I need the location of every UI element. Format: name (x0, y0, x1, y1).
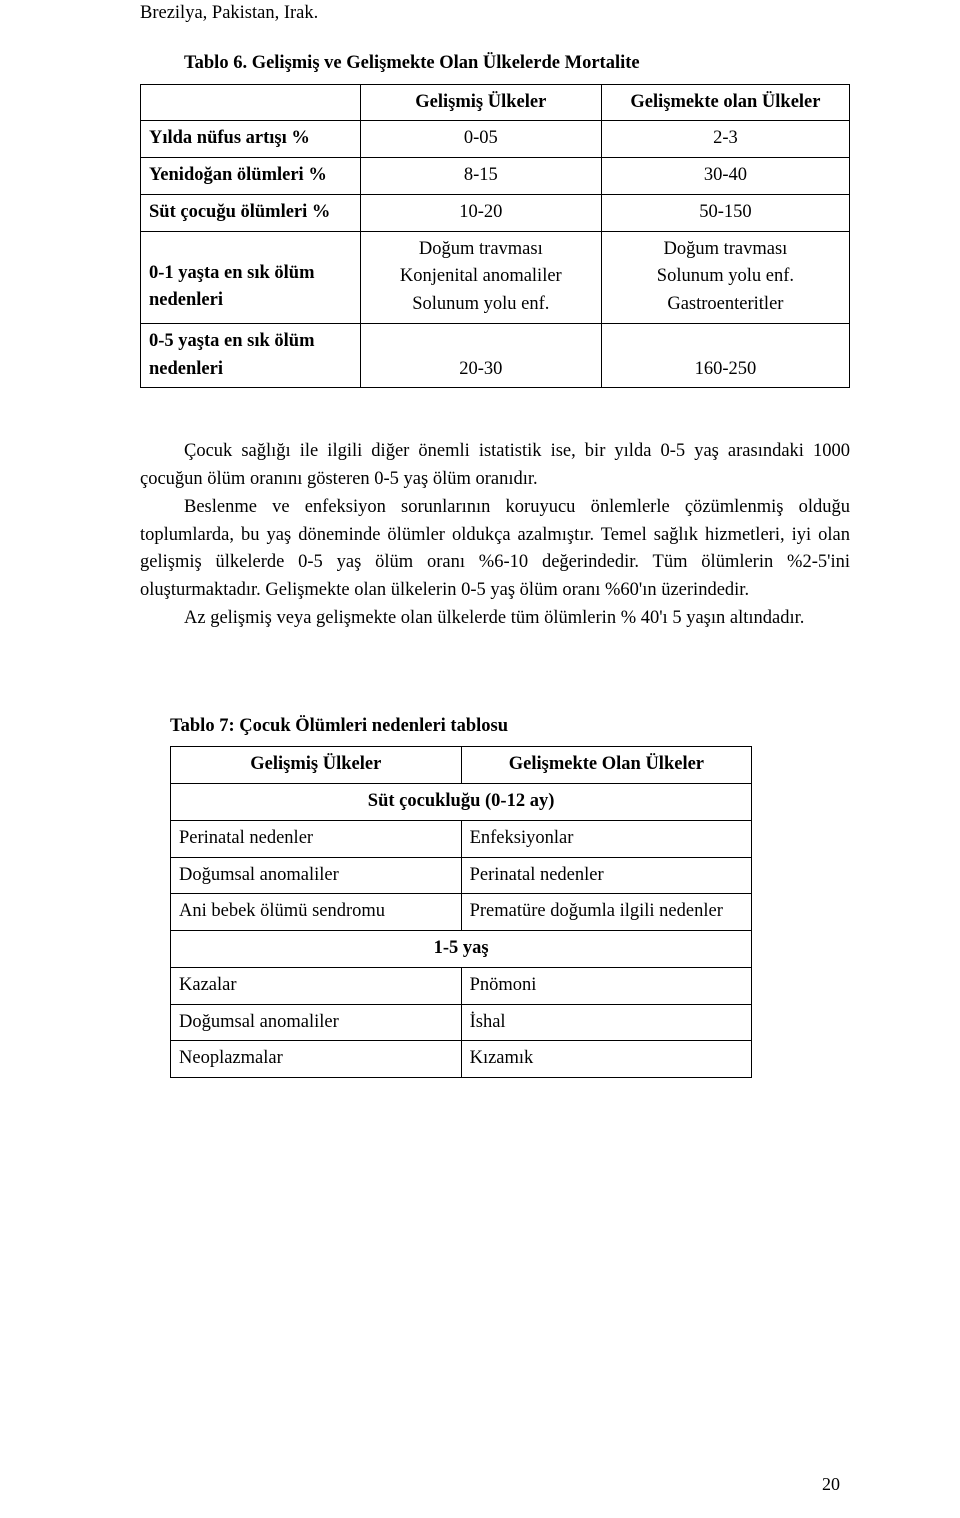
paragraph-2: Beslenme ve enfeksiyon sorunlarının koru… (140, 494, 850, 605)
table7-s1-r1-c1: Perinatal nedenler (171, 820, 462, 857)
table7-s2-r2-c1: Doğumsal anomaliler (171, 1004, 462, 1041)
table7: Gelişmiş Ülkeler Gelişmekte Olan Ülkeler… (170, 746, 752, 1078)
cell-line: Solunum yolu enf. (412, 294, 549, 314)
table6-hdr-col2: Gelişmiş Ülkeler (360, 84, 601, 121)
table6-r3-c2: 10-20 (360, 194, 601, 231)
table-row: Doğumsal anomaliler Perinatal nedenler (171, 857, 752, 894)
page-number: 20 (822, 1471, 840, 1498)
cell-line: 0-5 yaşta en sık ölüm (149, 331, 315, 351)
table7-caption: Tablo 7: Çocuk Ölümleri nedenleri tablos… (170, 713, 850, 741)
table-row: Gelişmiş Ülkeler Gelişmekte olan Ülkeler (141, 84, 850, 121)
cell-line: 0-1 yaşta en sık ölüm (149, 263, 315, 283)
table6-r2-c3: 30-40 (601, 158, 849, 195)
table-row: Ani bebek ölümü sendromu Prematüre doğum… (171, 894, 752, 931)
table-row: Doğumsal anomaliler İshal (171, 1004, 752, 1041)
table6-r1-c2: 0-05 (360, 121, 601, 158)
cell-line: Doğum travması (664, 239, 788, 259)
table6-r5-c3: 160-250 (601, 323, 849, 388)
table-row: 0-1 yaşta en sık ölüm nedenleri Doğum tr… (141, 231, 850, 323)
table6-r4-label: 0-1 yaşta en sık ölüm nedenleri (141, 231, 361, 323)
table6-hdr-empty (141, 84, 361, 121)
table6-r1-label: Yılda nüfus artışı % (141, 121, 361, 158)
table7-s2-r2-c2: İshal (461, 1004, 752, 1041)
cell-line: nedenleri (149, 290, 223, 310)
table7-s1-r3-c1: Ani bebek ölümü sendromu (171, 894, 462, 931)
table-row: Süt çocuğu ölümleri % 10-20 50-150 (141, 194, 850, 231)
table6-hdr-col3: Gelişmekte olan Ülkeler (601, 84, 849, 121)
table7-sub2: 1-5 yaş (171, 931, 752, 968)
cell-line: Doğum travması (419, 239, 543, 259)
table6-r5-label: 0-5 yaşta en sık ölüm nedenleri (141, 323, 361, 388)
cell-line: Konjenital anomaliler (400, 266, 562, 286)
table6-r5-c2: 20-30 (360, 323, 601, 388)
cell-line: nedenleri (149, 359, 223, 379)
table-row: Yenidoğan ölümleri % 8-15 30-40 (141, 158, 850, 195)
table-row: 0-5 yaşta en sık ölüm nedenleri 20-30 16… (141, 323, 850, 388)
table7-s1-r1-c2: Enfeksiyonlar (461, 820, 752, 857)
table-row: Neoplazmalar Kızamık (171, 1041, 752, 1078)
table7-s2-r1-c1: Kazalar (171, 967, 462, 1004)
table-row: 1-5 yaş (171, 931, 752, 968)
table7-s1-r2-c2: Perinatal nedenler (461, 857, 752, 894)
table7-s1-r2-c1: Doğumsal anomaliler (171, 857, 462, 894)
paragraph-1: Çocuk sağlığı ile ilgili diğer önemli is… (140, 438, 850, 494)
table6-r3-c3: 50-150 (601, 194, 849, 231)
cell-line: Solunum yolu enf. (657, 266, 794, 286)
cell-line: Gastroenteritler (667, 294, 783, 314)
table-row: Perinatal nedenler Enfeksiyonlar (171, 820, 752, 857)
table7-s2-r1-c2: Pnömoni (461, 967, 752, 1004)
table6-r2-label: Yenidoğan ölümleri % (141, 158, 361, 195)
table7-sub1: Süt çocukluğu (0-12 ay) (171, 784, 752, 821)
table-row: Gelişmiş Ülkeler Gelişmekte Olan Ülkeler (171, 747, 752, 784)
table-row: Süt çocukluğu (0-12 ay) (171, 784, 752, 821)
table6-r4-c2: Doğum travması Konjenital anomaliler Sol… (360, 231, 601, 323)
table6-r3-label: Süt çocuğu ölümleri % (141, 194, 361, 231)
table-row: Yılda nüfus artışı % 0-05 2-3 (141, 121, 850, 158)
table-row: Kazalar Pnömoni (171, 967, 752, 1004)
table6-r4-c3: Doğum travması Solunum yolu enf. Gastroe… (601, 231, 849, 323)
table7-s2-r3-c1: Neoplazmalar (171, 1041, 462, 1078)
body-text-top: Brezilya, Pakistan, Irak. (140, 0, 850, 28)
table6-caption: Tablo 6. Gelişmiş ve Gelişmekte Olan Ülk… (140, 50, 850, 78)
paragraph-3: Az gelişmiş veya gelişmekte olan ülkeler… (140, 605, 850, 633)
table6-r1-c3: 2-3 (601, 121, 849, 158)
table6-r2-c2: 8-15 (360, 158, 601, 195)
table7-hdr-col1: Gelişmiş Ülkeler (171, 747, 462, 784)
table7-s2-r3-c2: Kızamık (461, 1041, 752, 1078)
table6: Gelişmiş Ülkeler Gelişmekte olan Ülkeler… (140, 84, 850, 389)
table7-hdr-col2: Gelişmekte Olan Ülkeler (461, 747, 752, 784)
table7-s1-r3-c2: Prematüre doğumla ilgili nedenler (461, 894, 752, 931)
